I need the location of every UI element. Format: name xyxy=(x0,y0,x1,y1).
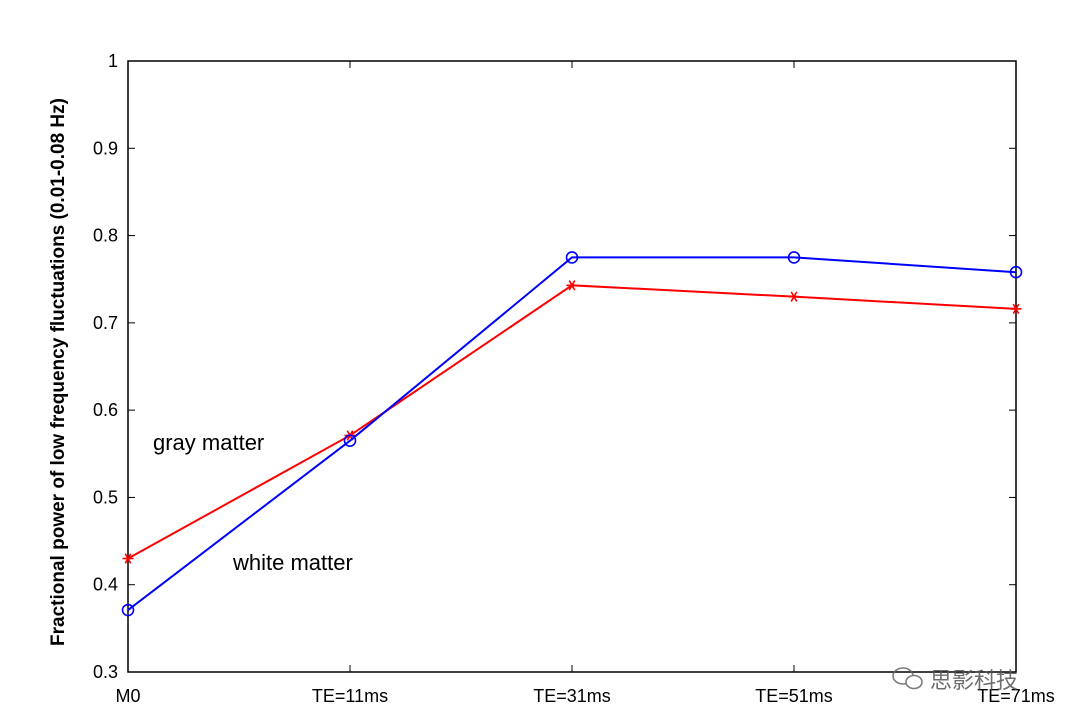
y-tick-label: 0.6 xyxy=(93,400,118,420)
data-point-gray-matter xyxy=(566,280,578,291)
series-lines xyxy=(121,251,1023,617)
data-point-white-matter xyxy=(343,434,357,447)
data-point-gray-matter xyxy=(788,291,800,302)
plot-area xyxy=(127,60,1017,673)
y-tick-label: 0.3 xyxy=(93,662,118,682)
y-axis-label: Fractional power of low frequency fluctu… xyxy=(48,98,69,646)
data-point-white-matter xyxy=(787,251,801,264)
wechat-icon xyxy=(892,667,923,690)
data-point-gray-matter xyxy=(122,553,134,564)
y-tick-label: 0.8 xyxy=(93,226,118,246)
data-point-white-matter xyxy=(121,603,135,617)
x-tick-label: M0 xyxy=(115,686,140,706)
x-tick-label: TE=31ms xyxy=(533,686,611,706)
data-point-white-matter xyxy=(565,251,579,264)
annotation-gray-matter: gray matter xyxy=(153,430,264,455)
annotation-white-matter: white matter xyxy=(232,550,353,575)
watermark-text: 思影科技 xyxy=(930,669,1018,694)
y-tick-label: 0.7 xyxy=(93,313,118,333)
x-tick-label: TE=11ms xyxy=(312,686,388,706)
y-tick-label: 0.5 xyxy=(93,487,118,507)
series-line-white-matter xyxy=(127,256,1017,611)
watermark: 思影科技 xyxy=(892,667,1018,694)
data-point-white-matter xyxy=(1009,265,1023,279)
x-tick-label: TE=51ms xyxy=(755,686,833,706)
y-tick-label: 1 xyxy=(108,51,118,71)
data-point-gray-matter xyxy=(1010,303,1022,315)
y-tick-label: 0.9 xyxy=(93,138,118,158)
y-tick-label: 0.4 xyxy=(93,575,118,595)
x-tick-label: TE=71ms xyxy=(977,686,1055,706)
axis-ticks: 0.3 0.4 0.5 0.6 0.7 0.8 0.9 1 M0 TE=11ms TE=31ms TE… xyxy=(93,51,1055,706)
